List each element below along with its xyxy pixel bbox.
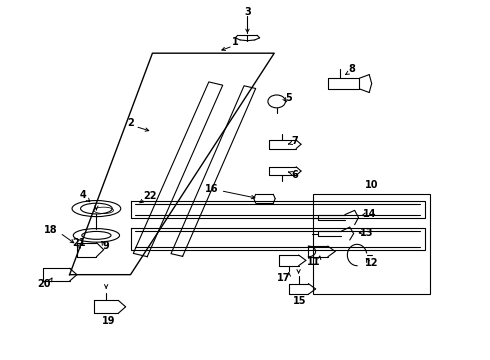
- Text: 12: 12: [365, 258, 378, 268]
- Text: 16: 16: [205, 184, 219, 194]
- Text: 9: 9: [103, 241, 110, 251]
- Text: 15: 15: [293, 296, 306, 306]
- Bar: [313, 194, 430, 294]
- Text: 2: 2: [127, 118, 134, 128]
- Text: 20: 20: [38, 279, 51, 289]
- Text: 17: 17: [277, 273, 291, 283]
- Text: 21: 21: [73, 238, 86, 248]
- Text: 7: 7: [292, 136, 298, 147]
- Text: 10: 10: [365, 180, 378, 190]
- Text: 14: 14: [363, 209, 376, 219]
- Text: 22: 22: [143, 191, 157, 201]
- Text: 13: 13: [360, 228, 373, 238]
- Text: 8: 8: [349, 64, 356, 74]
- Text: 18: 18: [44, 225, 58, 235]
- Text: 4: 4: [80, 190, 87, 200]
- Text: 1: 1: [232, 37, 239, 48]
- Text: 3: 3: [244, 7, 251, 17]
- Text: 6: 6: [292, 170, 298, 180]
- Text: 11: 11: [306, 257, 320, 267]
- Text: 5: 5: [286, 93, 292, 103]
- Text: 19: 19: [102, 316, 115, 326]
